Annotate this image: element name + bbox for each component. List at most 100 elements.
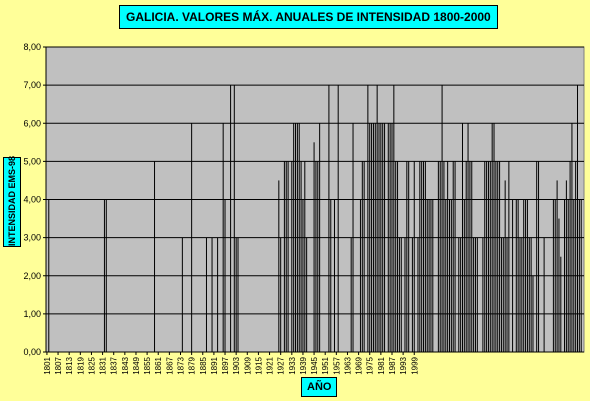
- y-tick-label: 4,00: [23, 195, 41, 205]
- y-tick-label: 8,00: [23, 42, 41, 52]
- bar: [361, 161, 363, 353]
- bar: [154, 161, 156, 353]
- x-tick-label: 1837: [110, 356, 119, 374]
- bar: [454, 161, 456, 353]
- bar: [406, 161, 408, 353]
- bar: [278, 180, 280, 352]
- bar: [296, 123, 298, 352]
- bar: [461, 123, 463, 352]
- y-tick-label: 1,00: [23, 309, 41, 319]
- bar: [500, 237, 502, 353]
- x-tick-label: 1915: [254, 356, 263, 374]
- x-tick-label: 1999: [410, 356, 419, 374]
- bar: [528, 237, 530, 353]
- x-tick-label: 1987: [388, 356, 397, 374]
- bar: [48, 199, 50, 352]
- y-tick-label: 0,00: [23, 347, 41, 357]
- bar: [532, 275, 534, 352]
- x-tick-label: 1879: [188, 356, 197, 374]
- bar: [476, 237, 478, 353]
- bar: [565, 180, 567, 352]
- bar: [404, 237, 406, 353]
- bar: [337, 85, 339, 353]
- bar: [441, 85, 443, 353]
- x-tick-label: 1981: [377, 356, 386, 374]
- x-tick-label: 1897: [221, 356, 230, 374]
- x-tick-label: 1945: [310, 356, 319, 374]
- x-axis-label: AÑO: [301, 377, 338, 397]
- x-tick-label: 1813: [65, 356, 74, 374]
- bar: [497, 161, 499, 353]
- bar: [530, 237, 532, 353]
- y-axis-label: INTENSIDAD EMS-98: [3, 156, 21, 247]
- bar: [298, 123, 300, 352]
- bar: [313, 142, 315, 352]
- y-tick-label: 3,00: [23, 233, 41, 243]
- bar: [222, 123, 224, 352]
- bar: [506, 237, 508, 353]
- bar: [493, 123, 495, 352]
- x-tick-label: 1921: [266, 356, 275, 374]
- bar: [567, 199, 569, 352]
- bar: [413, 161, 415, 353]
- bar: [554, 199, 556, 352]
- x-tick-label: 1969: [355, 356, 364, 374]
- bar: [578, 199, 580, 352]
- bar: [502, 237, 504, 353]
- bar: [519, 237, 521, 353]
- bar: [469, 161, 471, 353]
- bar: [499, 161, 501, 353]
- bar: [558, 218, 560, 352]
- bar: [538, 161, 540, 353]
- bar: [350, 237, 352, 353]
- y-tick-label: 6,00: [23, 118, 41, 128]
- bar: [103, 199, 105, 352]
- bar: [517, 199, 519, 352]
- bars: [48, 85, 582, 353]
- bar: [367, 85, 369, 353]
- x-tick-label: 1903: [232, 356, 241, 374]
- bar: [439, 161, 441, 353]
- bar: [237, 237, 239, 353]
- bar: [235, 237, 237, 353]
- bar: [575, 161, 577, 353]
- x-tick-label: 1867: [165, 356, 174, 374]
- bar: [378, 123, 380, 352]
- bar: [397, 161, 399, 353]
- x-tick-label: 1885: [199, 356, 208, 374]
- bar: [105, 199, 107, 352]
- bar: [426, 199, 428, 352]
- y-axis-ticks: 0,00 1,00 2,00 3,00 4,00 5,00 6,00 7,00 8,00: [23, 42, 46, 357]
- x-tick-label: 1801: [43, 356, 52, 374]
- bar: [489, 161, 491, 353]
- x-axis-ticks: 1801 1807 1813 1819 1825 1831 1837 1843 1849 1855…: [43, 352, 419, 375]
- x-tick-label: 1807: [54, 356, 63, 374]
- bar: [467, 123, 469, 352]
- bar: [411, 237, 413, 353]
- bar: [287, 161, 289, 353]
- bar: [421, 161, 423, 353]
- bar: [432, 199, 434, 352]
- bar: [495, 161, 497, 353]
- bar: [486, 161, 488, 353]
- bar: [573, 199, 575, 352]
- bar: [359, 199, 361, 352]
- bar: [191, 123, 193, 352]
- bar: [363, 161, 365, 353]
- bar: [437, 161, 439, 353]
- bar: [482, 237, 484, 353]
- bar: [391, 123, 393, 352]
- bar: [508, 161, 510, 353]
- x-tick-label: 1993: [399, 356, 408, 374]
- bar: [424, 161, 426, 353]
- x-tick-label: 1975: [366, 356, 375, 374]
- x-tick-label: 1963: [343, 356, 352, 374]
- bar: [447, 161, 449, 353]
- bar: [306, 237, 308, 353]
- bar: [317, 161, 319, 353]
- x-tick-label: 1891: [210, 356, 219, 374]
- bar: [295, 123, 297, 352]
- bar: [463, 199, 465, 352]
- bar: [181, 237, 183, 353]
